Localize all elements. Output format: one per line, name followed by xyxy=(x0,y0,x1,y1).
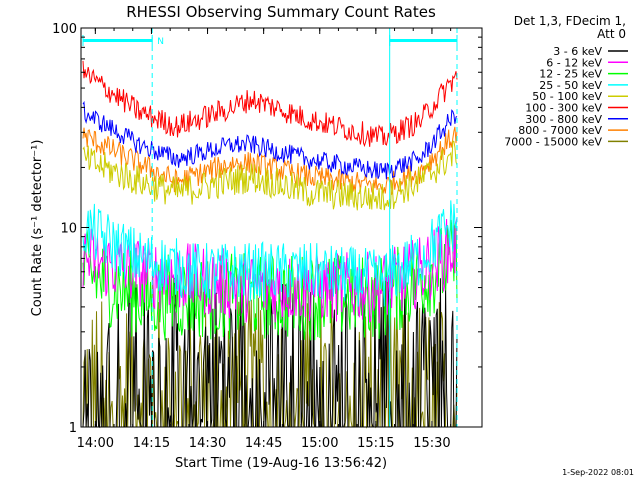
x-tick-label-4: 15:00 xyxy=(301,436,338,451)
plot-layer: N 14:00 14:15 14:30 14:45 15:00 15:15 15:30 1 10 1… xyxy=(52,22,483,451)
x-tick-label-1: 14:15 xyxy=(133,436,170,451)
x-tick-label-3: 14:45 xyxy=(245,436,282,451)
y-tick-label-1: 10 xyxy=(60,222,77,237)
y-tick-label-2: 100 xyxy=(52,22,77,37)
legend-label-0: 3 - 6 keV xyxy=(553,45,602,58)
series-line-4 xyxy=(82,140,458,211)
series-line-5 xyxy=(82,60,458,148)
timestamp: 1-Sep-2022 08:01 xyxy=(562,468,634,477)
legend-label-1: 6 - 12 keV xyxy=(546,56,602,69)
legend-label-4: 50 - 100 keV xyxy=(532,90,602,103)
x-tick-label-6: 15:30 xyxy=(413,436,450,451)
y-tick-label-0: 1 xyxy=(69,421,77,436)
legend-label-2: 12 - 25 keV xyxy=(539,68,602,81)
x-tick-label-5: 15:15 xyxy=(357,436,394,451)
night-bar-1 xyxy=(389,39,457,42)
series-line-3 xyxy=(82,200,458,307)
night-marker-label: N xyxy=(157,37,164,47)
legend-label-7: 800 - 7000 keV xyxy=(518,124,602,137)
x-axis-label: Start Time (19-Aug-16 13:56:42) xyxy=(175,456,387,471)
chart-title: RHESSI Observing Summary Count Rates xyxy=(126,3,436,21)
y-axis-label: Count Rate (s⁻¹ detector⁻¹) xyxy=(30,140,45,317)
series-line-7 xyxy=(82,126,458,195)
legend-header-1: Att 0 xyxy=(597,27,626,41)
legend-label-6: 300 - 800 keV xyxy=(525,113,602,126)
legend-label-8: 7000 - 15000 keV xyxy=(504,135,602,148)
legend-label-3: 25 - 50 keV xyxy=(539,79,602,92)
legend-label-5: 100 - 300 keV xyxy=(525,102,602,115)
x-tick-label-2: 14:30 xyxy=(189,436,226,451)
x-tick-label-0: 14:00 xyxy=(77,436,114,451)
legend-header-0: Det 1,3, FDecim 1, xyxy=(514,14,626,28)
series-line-6 xyxy=(82,100,458,180)
night-bar-0 xyxy=(83,39,153,42)
